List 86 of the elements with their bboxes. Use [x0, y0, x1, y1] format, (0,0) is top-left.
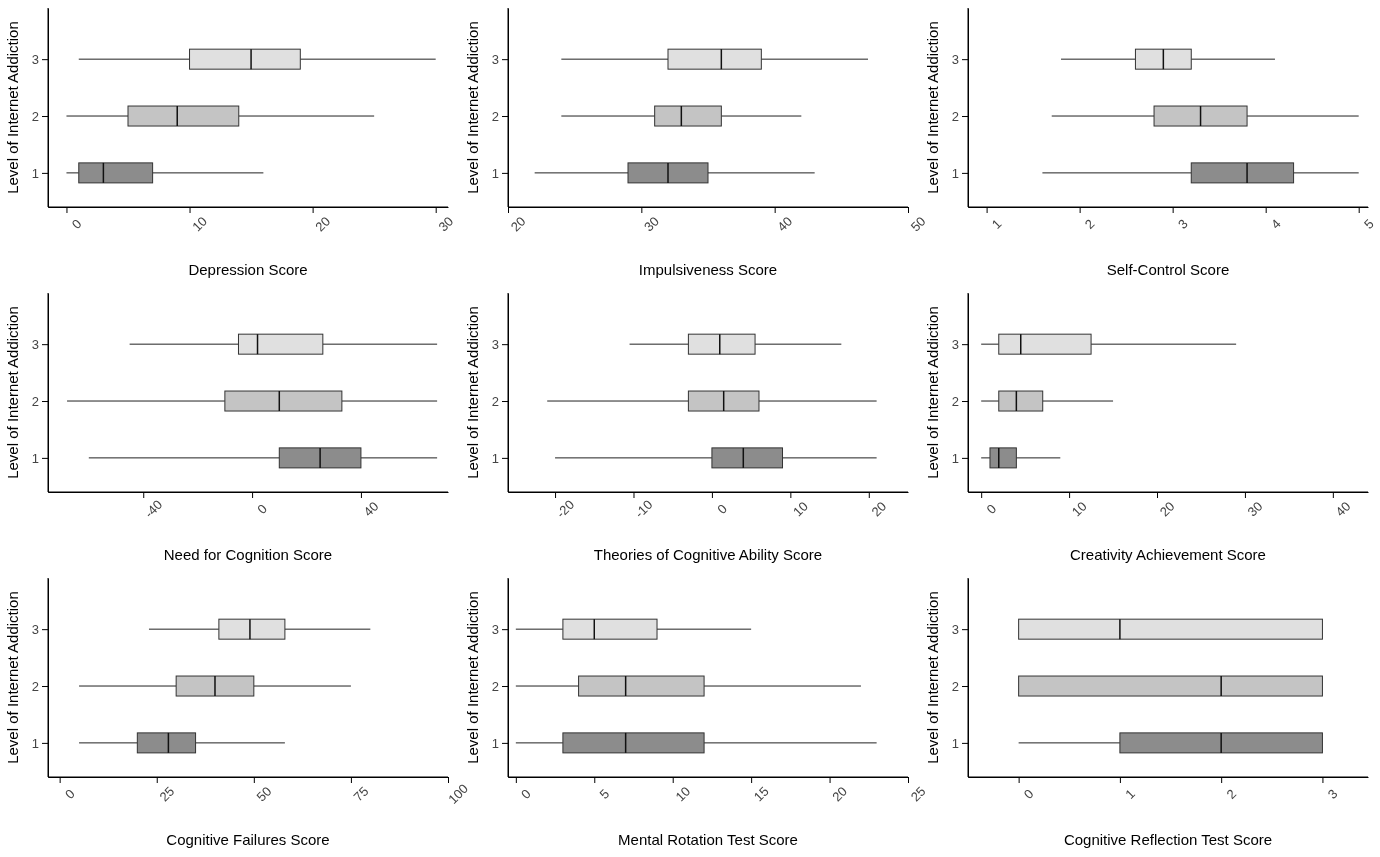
x-tick-label: 40: [774, 213, 796, 235]
y-tick-label: 1: [951, 735, 959, 751]
x-tick-label: 30: [1244, 498, 1266, 520]
y-axis-title: Level of Internet Addiction: [4, 591, 21, 764]
x-axis-title: Need for Cognition Score: [163, 546, 333, 563]
x-tick-label: 0: [518, 786, 534, 802]
x-tick-label: 4: [1267, 216, 1284, 232]
x-tick-label: 5: [596, 786, 613, 802]
x-axis-title: Theories of Cognitive Ability Score: [593, 546, 823, 563]
x-tick-label: 20: [1156, 498, 1178, 520]
x-tick-label: 1: [988, 216, 1005, 232]
x-tick-label: 20: [829, 783, 851, 805]
x-tick-label: 20: [868, 498, 890, 520]
x-tick-label: 1: [1122, 786, 1138, 802]
y-tick-label: 2: [31, 678, 39, 694]
y-tick-label: 1: [491, 735, 499, 751]
y-axis-title: Level of Internet Addiction: [464, 21, 481, 194]
y-tick-label: 2: [491, 678, 499, 694]
x-tick-label: 3: [1174, 216, 1191, 232]
x-tick-label: 2: [1081, 216, 1098, 232]
y-tick-label: 3: [951, 51, 959, 67]
x-tick-label: 15: [750, 783, 772, 805]
x-tick-label: 0: [254, 501, 271, 517]
x-tick-label: 25: [907, 783, 929, 805]
x-tick-label: -40: [141, 497, 166, 521]
y-tick-label: 2: [491, 108, 499, 124]
x-axis-title: Cognitive Failures Score: [166, 831, 330, 848]
x-tick-label: 10: [790, 498, 811, 520]
y-tick-label: 3: [951, 621, 959, 637]
x-axis-title: Cognitive Reflection Test Score: [1063, 831, 1273, 848]
y-tick-label: 2: [31, 108, 39, 124]
y-tick-label: 2: [31, 393, 39, 409]
y-tick-label: 2: [951, 108, 959, 124]
y-tick-label: 1: [491, 450, 499, 466]
x-tick-label: 20: [507, 213, 529, 235]
x-tick-label: 0: [714, 501, 730, 517]
y-axis-title: Level of Internet Addiction: [464, 306, 481, 479]
x-tick-label: 40: [1332, 498, 1354, 520]
y-axis-title: Level of Internet Addiction: [924, 21, 941, 194]
y-tick-label: 2: [951, 678, 959, 694]
x-tick-label: 0: [61, 786, 78, 802]
y-tick-label: 3: [491, 621, 499, 637]
y-tick-label: 3: [31, 621, 39, 637]
y-tick-label: 3: [31, 336, 39, 352]
y-tick-label: 2: [491, 393, 499, 409]
x-tick-label: 100: [445, 780, 472, 807]
x-tick-label: 40: [360, 498, 382, 520]
x-tick-label: -10: [631, 497, 656, 521]
x-axis-title: Creativity Achievement Score: [1070, 546, 1266, 563]
x-tick-label: 0: [68, 216, 85, 232]
y-axis-title: Level of Internet Addiction: [924, 306, 941, 479]
x-tick-label: 2: [1223, 786, 1240, 802]
x-tick-label: 30: [641, 213, 662, 235]
x-tick-label: 20: [312, 213, 334, 235]
y-axis-title: Level of Internet Addiction: [4, 21, 21, 194]
x-tick-label: -20: [553, 497, 578, 521]
y-tick-label: 3: [951, 336, 959, 352]
y-tick-label: 1: [951, 165, 959, 181]
x-tick-label: 10: [189, 213, 211, 235]
x-tick-label: 0: [983, 501, 1000, 517]
x-tick-label: 30: [435, 213, 457, 235]
x-axis-title: Depression Score: [188, 261, 308, 278]
x-tick-label: 0: [1020, 786, 1037, 802]
y-tick-label: 1: [31, 735, 39, 751]
y-tick-label: 2: [951, 393, 959, 409]
y-axis-title: Level of Internet Addiction: [464, 591, 481, 764]
y-axis-title: Level of Internet Addiction: [924, 591, 941, 764]
x-tick-label: 50: [907, 213, 929, 235]
y-tick-label: 1: [31, 165, 39, 181]
x-tick-label: 3: [1324, 786, 1341, 802]
y-tick-label: 3: [491, 51, 499, 67]
x-tick-label: 75: [350, 783, 372, 805]
x-axis-title: Mental Rotation Test Score: [618, 831, 798, 848]
x-axis-title: Impulsiveness Score: [638, 261, 778, 278]
y-tick-label: 1: [951, 450, 959, 466]
y-tick-label: 1: [31, 450, 39, 466]
y-axis-title: Level of Internet Addiction: [4, 306, 21, 479]
x-tick-label: 50: [253, 783, 275, 805]
x-axis-title: Self-Control Score: [1106, 261, 1230, 278]
y-tick-label: 3: [31, 51, 39, 67]
y-tick-label: 3: [491, 336, 499, 352]
y-tick-label: 1: [491, 165, 499, 181]
x-tick-label: 10: [672, 783, 694, 805]
x-tick-label: 10: [1068, 498, 1090, 520]
x-tick-label: 25: [156, 783, 178, 805]
x-tick-label: 5: [1360, 216, 1377, 232]
